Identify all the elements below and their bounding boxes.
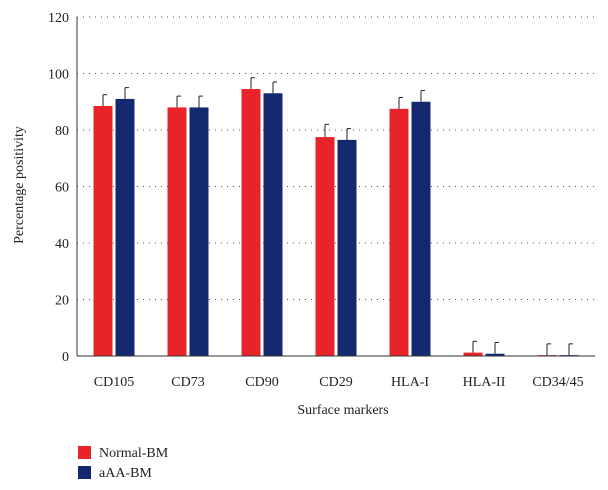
x-tick-label: CD90 (245, 375, 278, 390)
bar (485, 353, 505, 356)
y-tick-label: 100 (48, 68, 69, 83)
y-tick-label: 80 (55, 124, 69, 139)
bar (93, 105, 113, 356)
bar-series (93, 77, 579, 357)
bar (115, 98, 135, 357)
axes: 0 20 40 60 80 100 120 CD105 CD73 CD90 CD29 HLA-I HLA… (48, 11, 595, 390)
y-tick-label: 40 (55, 237, 69, 252)
x-tick-label: CD34/45 (532, 375, 583, 390)
legend: Normal-BM aAA-BM (78, 446, 169, 481)
y-tick-label: 0 (62, 350, 69, 365)
y-tick-label: 20 (55, 294, 69, 309)
bar (167, 107, 187, 357)
gridlines (77, 16, 595, 300)
x-tick-label: HLA-II (463, 375, 506, 390)
legend-label: aAA-BM (99, 466, 152, 481)
bar (241, 89, 261, 356)
bar (411, 101, 431, 356)
legend-swatch (78, 466, 91, 479)
bar (337, 139, 357, 356)
x-tick-label: HLA-I (391, 375, 429, 390)
x-tick-label: CD105 (94, 375, 134, 390)
y-axis-title: Percentage positivity (12, 126, 27, 244)
y-tick-label: 120 (48, 11, 69, 26)
x-tick-label: CD29 (319, 375, 352, 390)
legend-label: Normal-BM (99, 446, 169, 461)
x-axis-title: Surface markers (297, 403, 388, 418)
legend-swatch (78, 446, 91, 459)
y-tick-label: 60 (55, 181, 69, 196)
bar (463, 352, 483, 356)
bar (389, 108, 409, 356)
x-tick-label: CD73 (171, 375, 204, 390)
bar (189, 107, 209, 357)
bar (315, 137, 335, 356)
bar (263, 93, 283, 357)
